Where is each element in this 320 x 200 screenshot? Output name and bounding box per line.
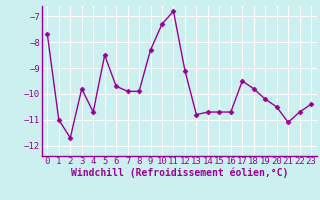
- X-axis label: Windchill (Refroidissement éolien,°C): Windchill (Refroidissement éolien,°C): [70, 168, 288, 178]
